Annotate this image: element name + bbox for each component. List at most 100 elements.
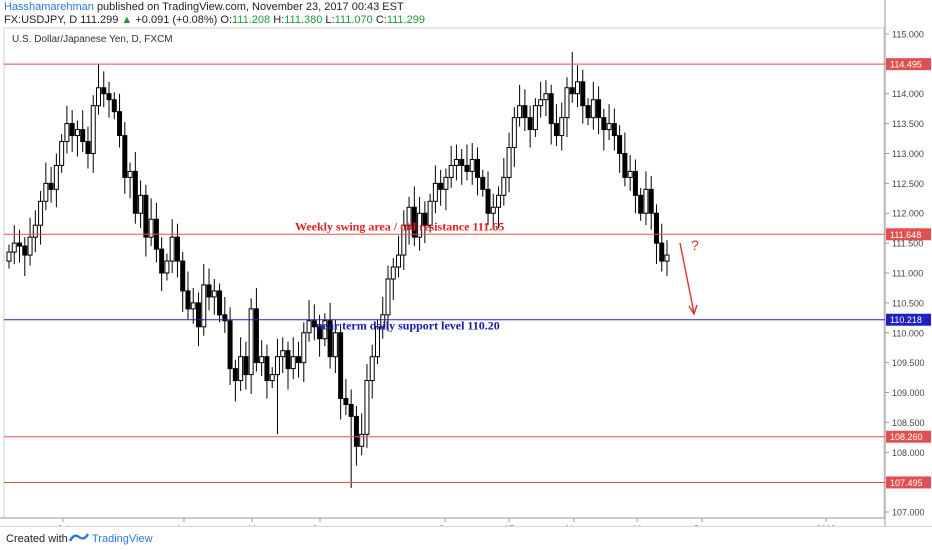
candle-body <box>401 224 407 256</box>
open-label: O: <box>220 14 233 26</box>
author-link[interactable]: Hasshamarehman <box>4 1 94 13</box>
candle-body <box>596 99 602 119</box>
candle-body <box>643 188 649 214</box>
candle-body <box>653 212 659 244</box>
candle-body <box>232 368 238 382</box>
level-price-tag <box>886 228 931 241</box>
candle-body <box>332 332 338 358</box>
candle-body <box>359 433 365 447</box>
candle-body <box>17 242 23 247</box>
arrow-shaft <box>679 242 695 314</box>
level-price-label: 107.495 <box>890 478 923 488</box>
publish-line: Hasshamarehman published on TradingView.… <box>4 1 404 13</box>
level-price-tag <box>886 430 931 443</box>
candle-body <box>569 87 575 95</box>
candle-body <box>601 117 607 131</box>
up-arrow-icon: ▲ <box>121 14 133 26</box>
candle-body <box>143 194 149 238</box>
candle-body <box>196 302 202 328</box>
candle-body <box>638 194 644 214</box>
tradingview-brand[interactable]: TradingView <box>92 533 153 545</box>
y-tick-label: 108.500 <box>892 418 925 428</box>
x-tick-label: Sep <box>312 524 328 526</box>
candle-body <box>501 176 507 196</box>
chart-title: U.S. Dollar/Japanese Yen, D, FXCM <box>12 34 173 45</box>
candle-body <box>575 81 581 95</box>
y-tick-label: 109.500 <box>892 358 925 368</box>
y-tick-label: 114.000 <box>892 89 924 99</box>
candle-body <box>169 236 175 262</box>
candle-body <box>101 87 107 95</box>
last-price: 111.299 <box>80 14 119 26</box>
candle-body <box>548 93 554 125</box>
candle-body <box>27 236 33 256</box>
candle-body <box>290 356 296 370</box>
x-tick-label: 17 <box>504 524 514 526</box>
candle-body <box>364 380 370 435</box>
candle-body <box>201 284 207 328</box>
high-value: 111.380 <box>284 14 323 26</box>
y-tick-label: 112.000 <box>892 209 924 219</box>
candle-body <box>43 182 49 202</box>
candle-body <box>117 111 123 137</box>
candle-body <box>53 164 59 190</box>
candle-body <box>448 164 454 178</box>
symbol-line: FX:USDJPY, D 111.299 ▲ +0.091 (+0.08%) O… <box>4 14 425 26</box>
level-price-tag <box>886 58 931 71</box>
chart-canvas[interactable]: U.S. Dollar/Japanese Yen, D, FXCM 115.000… <box>0 0 932 526</box>
candle-body <box>248 308 254 376</box>
x-tick-label: Oct <box>438 524 453 526</box>
change-text: +0.091 (+0.08%) <box>135 14 218 26</box>
x-tick-label: Dec <box>694 524 711 526</box>
candle-body <box>369 356 375 382</box>
candle-body <box>274 356 280 376</box>
x-tick-label: Aug <box>176 524 192 526</box>
x-tick-label: Jul <box>57 524 69 526</box>
candle-body <box>411 206 417 238</box>
candle-body <box>474 158 480 178</box>
candle-body <box>380 314 386 328</box>
candle-body <box>343 397 349 405</box>
candle-body <box>348 403 354 417</box>
candle-body <box>543 93 549 101</box>
candle-body <box>485 188 491 214</box>
candle-body <box>122 135 128 178</box>
candle-body <box>490 206 496 214</box>
x-tick-label: Nov <box>566 524 583 526</box>
candle-body <box>506 147 512 178</box>
candle-body <box>280 350 286 358</box>
y-tick-label: 109.000 <box>892 388 925 398</box>
level-price-tag <box>886 313 931 326</box>
candle-body <box>138 194 144 214</box>
candle-body <box>243 356 249 376</box>
candle-body <box>74 129 80 137</box>
candle-body <box>417 212 423 238</box>
candle-body <box>527 117 533 131</box>
candle-body <box>38 200 44 226</box>
footer: Created with TradingView <box>0 526 932 550</box>
down-arrow-icon <box>679 242 698 316</box>
candle-body <box>443 176 449 190</box>
level-price-tag <box>886 476 931 489</box>
candle-body <box>580 81 586 107</box>
candle-body <box>69 123 75 137</box>
candle-body <box>585 105 591 119</box>
candle-body <box>664 254 670 262</box>
candle-body <box>164 260 170 274</box>
candle-body <box>238 356 244 382</box>
candle-body <box>374 326 380 358</box>
published-text: published on TradingView.com, November 2… <box>96 1 404 13</box>
candle-body <box>296 356 302 364</box>
candle-body <box>390 266 396 280</box>
level-price-label: 110.218 <box>890 315 922 325</box>
candle-body <box>385 278 391 316</box>
candle-body <box>269 374 275 382</box>
candle-body <box>264 356 270 382</box>
candle-body <box>211 290 217 298</box>
candle-body <box>190 302 196 310</box>
candle-body <box>159 248 165 274</box>
candle-body <box>396 254 402 268</box>
candle-body <box>217 290 223 316</box>
candle-body <box>64 123 70 143</box>
